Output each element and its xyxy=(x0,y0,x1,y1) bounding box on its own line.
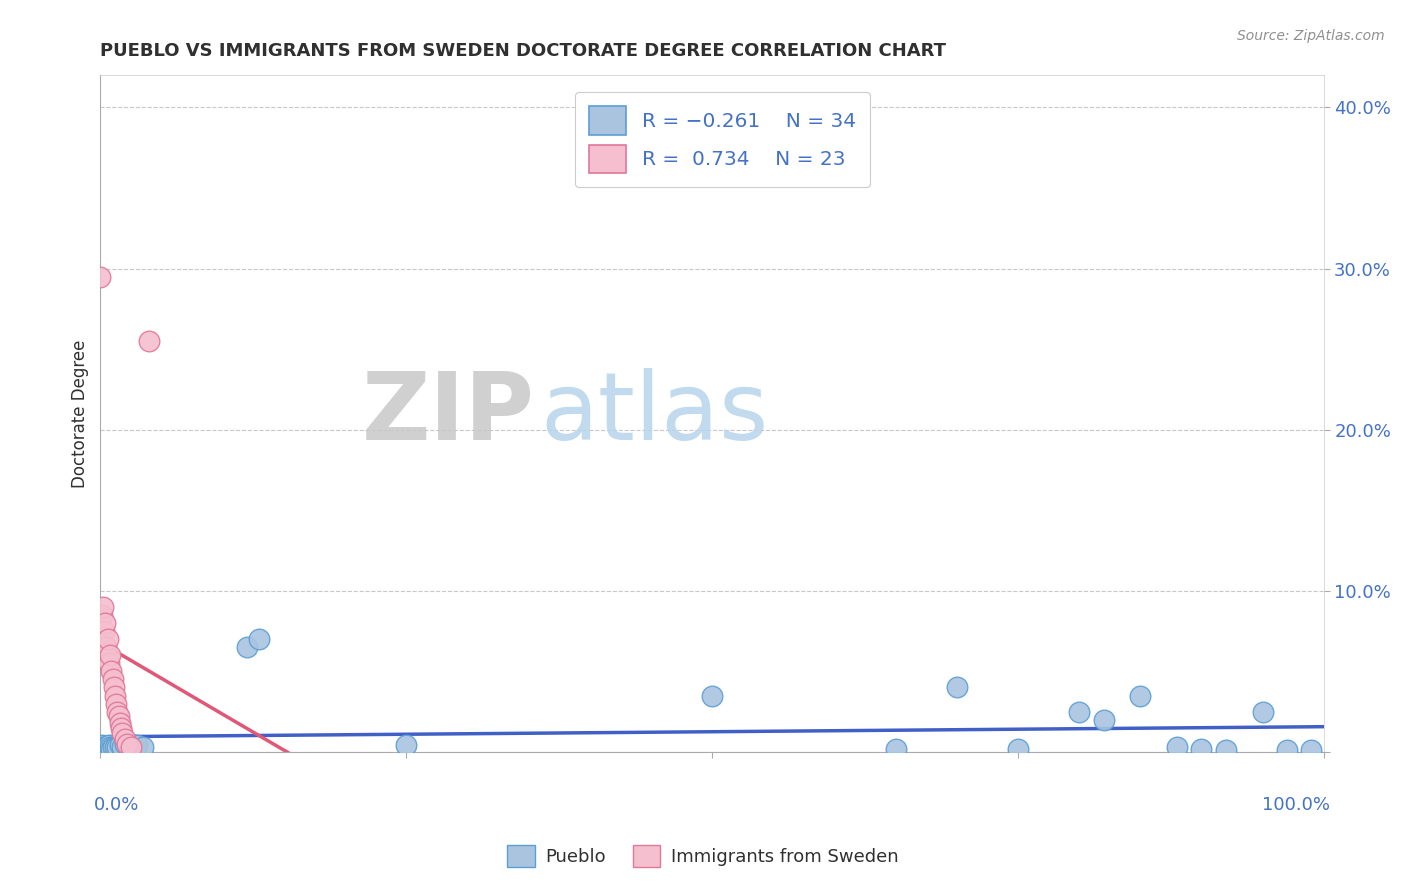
Point xyxy=(1301,743,1323,757)
Point xyxy=(114,737,136,751)
Point xyxy=(108,739,131,753)
Point xyxy=(1067,705,1090,719)
Point xyxy=(236,640,259,655)
Point xyxy=(97,657,120,671)
Point xyxy=(96,640,118,655)
Point xyxy=(117,737,139,751)
Legend: R = −0.261    N = 34, R =  0.734    N = 23: R = −0.261 N = 34, R = 0.734 N = 23 xyxy=(575,92,870,187)
Text: atlas: atlas xyxy=(541,368,769,459)
Point xyxy=(111,740,134,755)
Point xyxy=(107,705,129,719)
Point xyxy=(90,739,112,753)
Point xyxy=(1275,743,1298,757)
Point xyxy=(1129,689,1152,703)
Point xyxy=(101,740,124,755)
Point xyxy=(111,725,134,739)
Point xyxy=(100,665,122,679)
Point xyxy=(108,715,131,730)
Text: ZIP: ZIP xyxy=(361,368,534,459)
Point xyxy=(89,269,111,284)
Text: 0.0%: 0.0% xyxy=(94,796,139,814)
Point xyxy=(120,737,142,751)
Point xyxy=(104,740,127,755)
Point xyxy=(120,740,142,755)
Point xyxy=(101,673,124,687)
Text: PUEBLO VS IMMIGRANTS FROM SWEDEN DOCTORATE DEGREE CORRELATION CHART: PUEBLO VS IMMIGRANTS FROM SWEDEN DOCTORA… xyxy=(100,42,946,60)
Point xyxy=(1251,705,1274,719)
Point xyxy=(107,740,129,755)
Point xyxy=(98,648,121,663)
Point xyxy=(884,741,907,756)
Point xyxy=(97,739,120,753)
Point xyxy=(96,740,118,755)
Point xyxy=(97,632,120,647)
Point xyxy=(1092,713,1115,727)
Point xyxy=(97,740,120,755)
Point xyxy=(138,334,160,348)
Point xyxy=(104,689,127,703)
Point xyxy=(93,740,115,755)
Point xyxy=(700,689,723,703)
Point xyxy=(93,624,115,638)
Legend: Pueblo, Immigrants from Sweden: Pueblo, Immigrants from Sweden xyxy=(501,838,905,874)
Point xyxy=(114,732,136,747)
Point xyxy=(107,709,129,723)
Point xyxy=(94,615,117,630)
Y-axis label: Doctorate Degree: Doctorate Degree xyxy=(72,339,89,488)
Point xyxy=(125,739,148,753)
Point xyxy=(1166,740,1188,755)
Point xyxy=(1215,743,1237,757)
Point xyxy=(91,599,114,614)
Point xyxy=(110,721,132,735)
Point xyxy=(132,740,155,755)
Point xyxy=(90,607,112,622)
Point xyxy=(103,681,125,695)
Point xyxy=(100,741,122,756)
Point xyxy=(395,739,418,753)
Text: Source: ZipAtlas.com: Source: ZipAtlas.com xyxy=(1237,29,1385,43)
Point xyxy=(105,697,128,711)
Point xyxy=(945,681,967,695)
Text: 100.0%: 100.0% xyxy=(1261,796,1330,814)
Point xyxy=(1007,741,1029,756)
Point xyxy=(1189,741,1212,756)
Point xyxy=(247,632,270,647)
Point xyxy=(98,740,121,755)
Point xyxy=(94,741,117,756)
Point xyxy=(91,740,114,755)
